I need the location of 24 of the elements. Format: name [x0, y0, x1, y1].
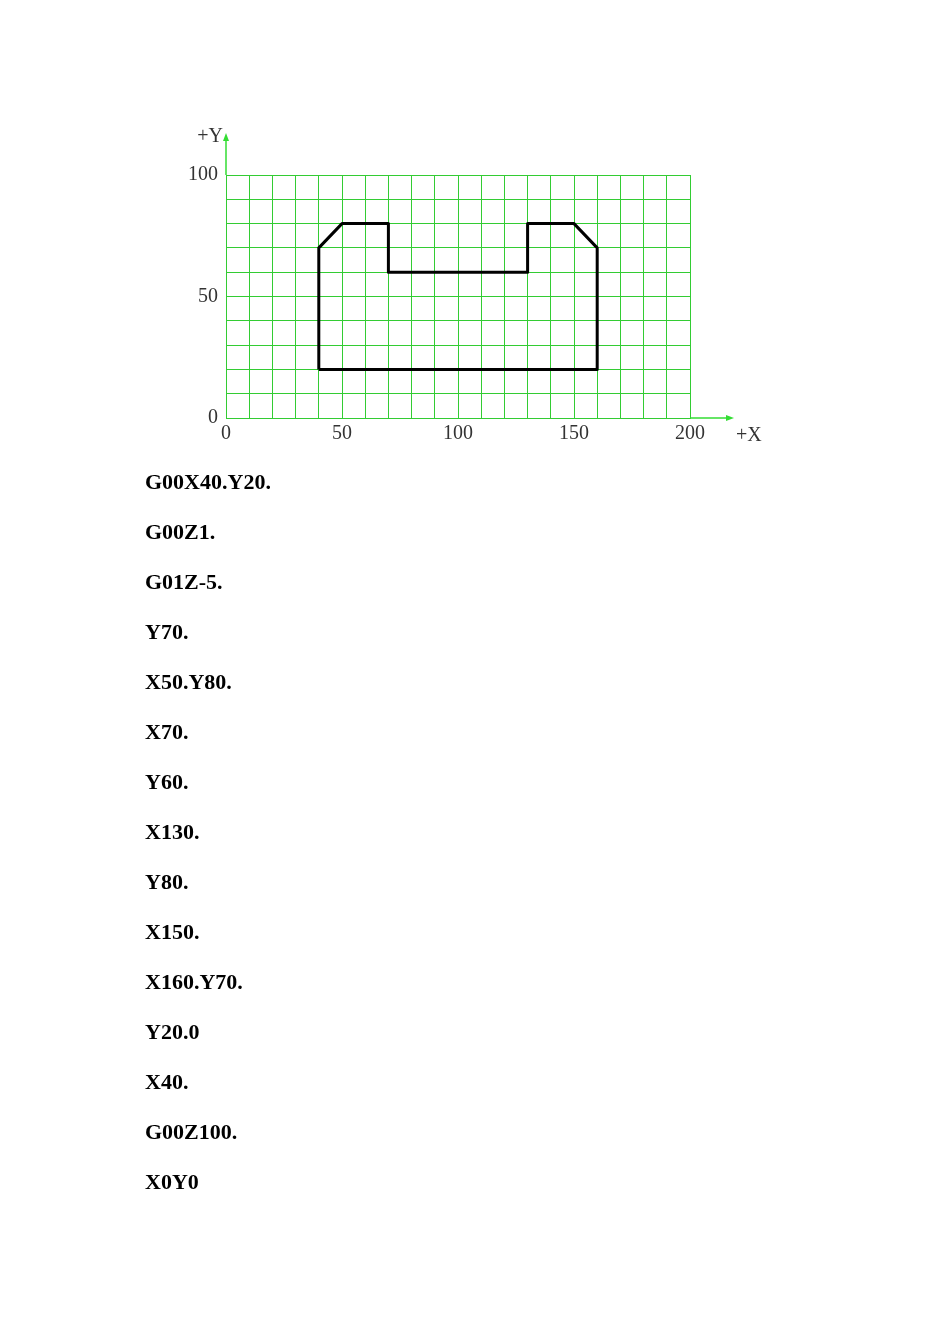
x-tick-label: 200	[675, 421, 705, 444]
text: X40.	[145, 1068, 190, 1096]
text: Y20.0	[145, 1018, 201, 1046]
text: X70.	[145, 718, 190, 746]
text: G00Z100.	[145, 1118, 239, 1146]
text: Y80.	[145, 868, 190, 896]
text: Y60.	[145, 768, 190, 796]
y-tick-label: 0	[208, 405, 218, 428]
text: G01Z-5.	[145, 568, 224, 596]
text: X50.Y80.	[145, 668, 233, 696]
text: G00X40.Y20.	[145, 468, 271, 496]
x-tick-label: 100	[443, 421, 473, 444]
x-tick-label: 150	[559, 421, 589, 444]
y-tick-label: 50	[198, 283, 218, 306]
text: G00Z1.	[145, 518, 217, 546]
text: X0Y0	[145, 1168, 200, 1196]
text: Y70.	[145, 618, 190, 646]
text: X160.Y70.	[145, 968, 244, 996]
y-axis-title: +Y	[197, 124, 223, 147]
y-tick-label: 100	[188, 162, 218, 185]
text: X130.	[145, 818, 201, 846]
text: X150.	[145, 918, 201, 946]
x-axis-title: +X	[736, 423, 763, 446]
x-tick-label: 50	[332, 421, 352, 444]
